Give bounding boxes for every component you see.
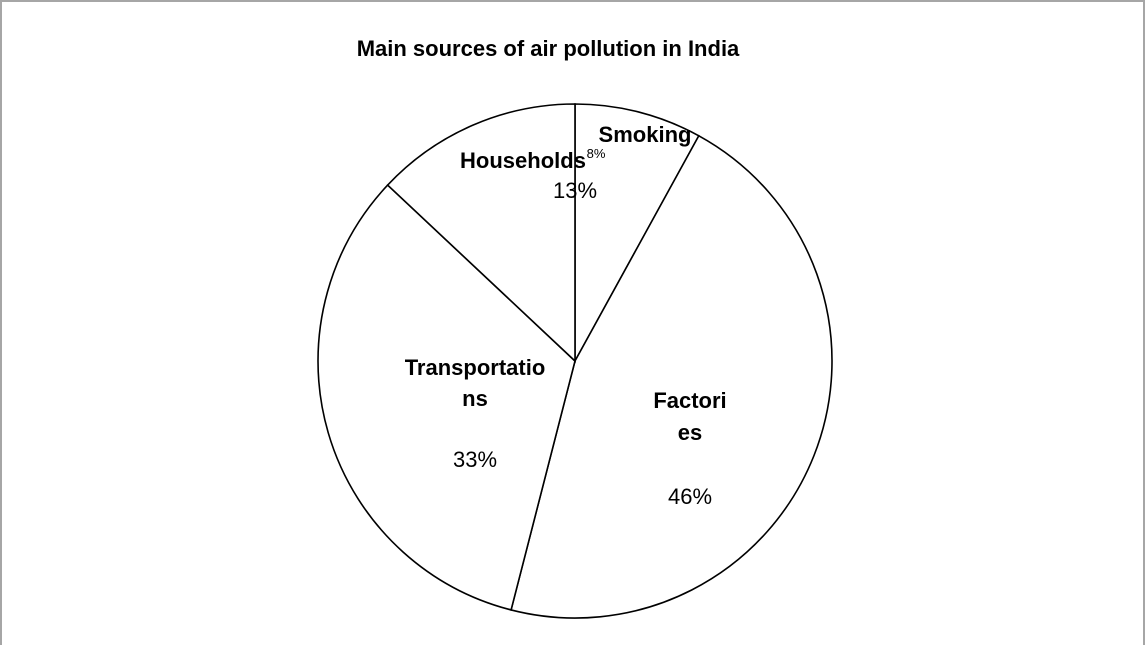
slice-percent-smoking: 8% bbox=[587, 146, 606, 161]
slice-percent-transportations: 33% bbox=[453, 447, 497, 472]
slice-label-transportations-line-2: ns bbox=[462, 386, 488, 411]
slice-label-households: Households bbox=[460, 148, 586, 173]
pie-slices bbox=[317, 103, 833, 619]
pie-slice-transportations bbox=[317, 183, 576, 611]
slice-percent-households: 13% bbox=[553, 178, 597, 203]
slice-percent-factories: 46% bbox=[668, 484, 712, 509]
pie-slice-factories bbox=[510, 134, 833, 619]
slice-label-transportations-line-1: Transportatio bbox=[405, 355, 546, 380]
chart-title: Main sources of air pollution in India bbox=[357, 36, 740, 61]
slice-label-smoking: Smoking bbox=[599, 122, 692, 147]
slice-label-factories-line-1: Factori bbox=[653, 388, 726, 413]
slice-label-factories-line-2: es bbox=[678, 420, 702, 445]
pie-slice-smoking bbox=[574, 103, 700, 362]
pie-slice-households bbox=[386, 103, 576, 363]
